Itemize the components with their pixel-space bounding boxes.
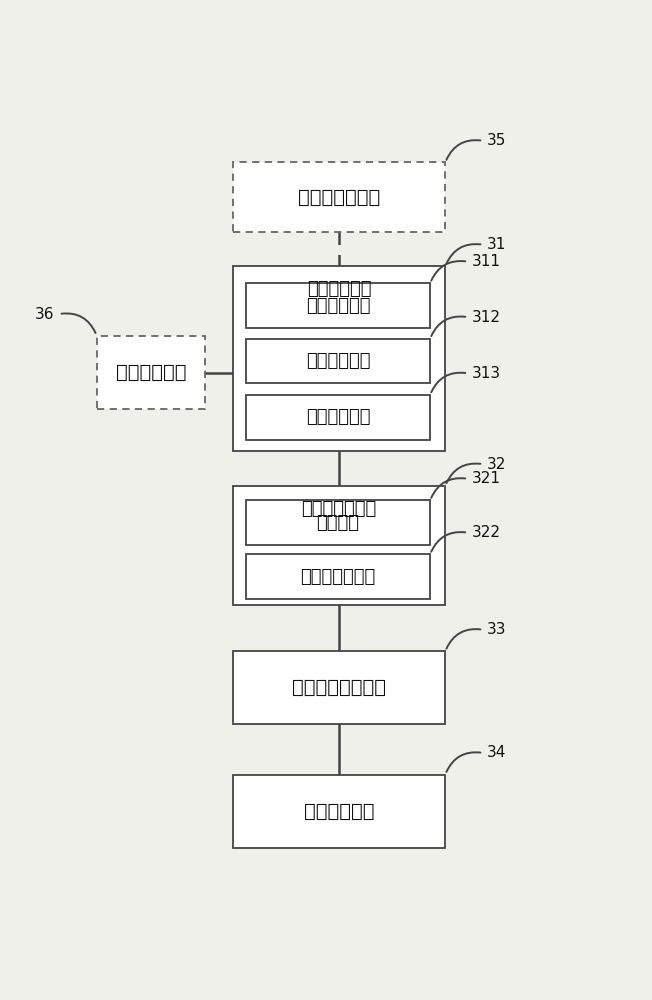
Bar bbox=[96, 336, 205, 409]
Bar bbox=[246, 395, 430, 440]
Text: 关系设置模块: 关系设置模块 bbox=[115, 363, 186, 382]
Bar bbox=[246, 283, 430, 328]
Bar bbox=[233, 266, 445, 451]
Bar bbox=[233, 651, 445, 724]
Text: 数据确定模块: 数据确定模块 bbox=[307, 280, 372, 298]
Text: 321: 321 bbox=[472, 471, 501, 486]
Text: 第一确定单元: 第一确定单元 bbox=[306, 352, 370, 370]
Text: 34: 34 bbox=[487, 745, 507, 760]
Bar bbox=[246, 500, 430, 545]
Bar bbox=[233, 162, 445, 232]
Text: 36: 36 bbox=[35, 307, 55, 322]
Text: 优先级获取模块: 优先级获取模块 bbox=[302, 500, 377, 518]
Text: 313: 313 bbox=[472, 366, 501, 381]
Text: 数据传输模块: 数据传输模块 bbox=[304, 802, 374, 821]
Text: 优先级设置模块: 优先级设置模块 bbox=[298, 188, 380, 207]
Text: 35: 35 bbox=[487, 133, 507, 148]
Text: 第二确定单元: 第二确定单元 bbox=[306, 408, 370, 426]
Bar bbox=[233, 486, 445, 605]
Bar bbox=[246, 554, 430, 599]
Text: 31: 31 bbox=[487, 237, 507, 252]
Text: 32: 32 bbox=[487, 457, 507, 472]
Text: 311: 311 bbox=[472, 254, 501, 269]
Text: 312: 312 bbox=[472, 310, 501, 325]
Text: 33: 33 bbox=[487, 622, 507, 637]
Text: 剩余电量获取模块: 剩余电量获取模块 bbox=[292, 678, 386, 697]
Bar bbox=[246, 339, 430, 383]
Text: 优先级确定单元: 优先级确定单元 bbox=[301, 568, 376, 586]
Bar bbox=[233, 774, 445, 848]
Text: 322: 322 bbox=[472, 525, 501, 540]
Text: 获取单元: 获取单元 bbox=[316, 514, 359, 532]
Text: 连接确定单元: 连接确定单元 bbox=[306, 297, 370, 315]
